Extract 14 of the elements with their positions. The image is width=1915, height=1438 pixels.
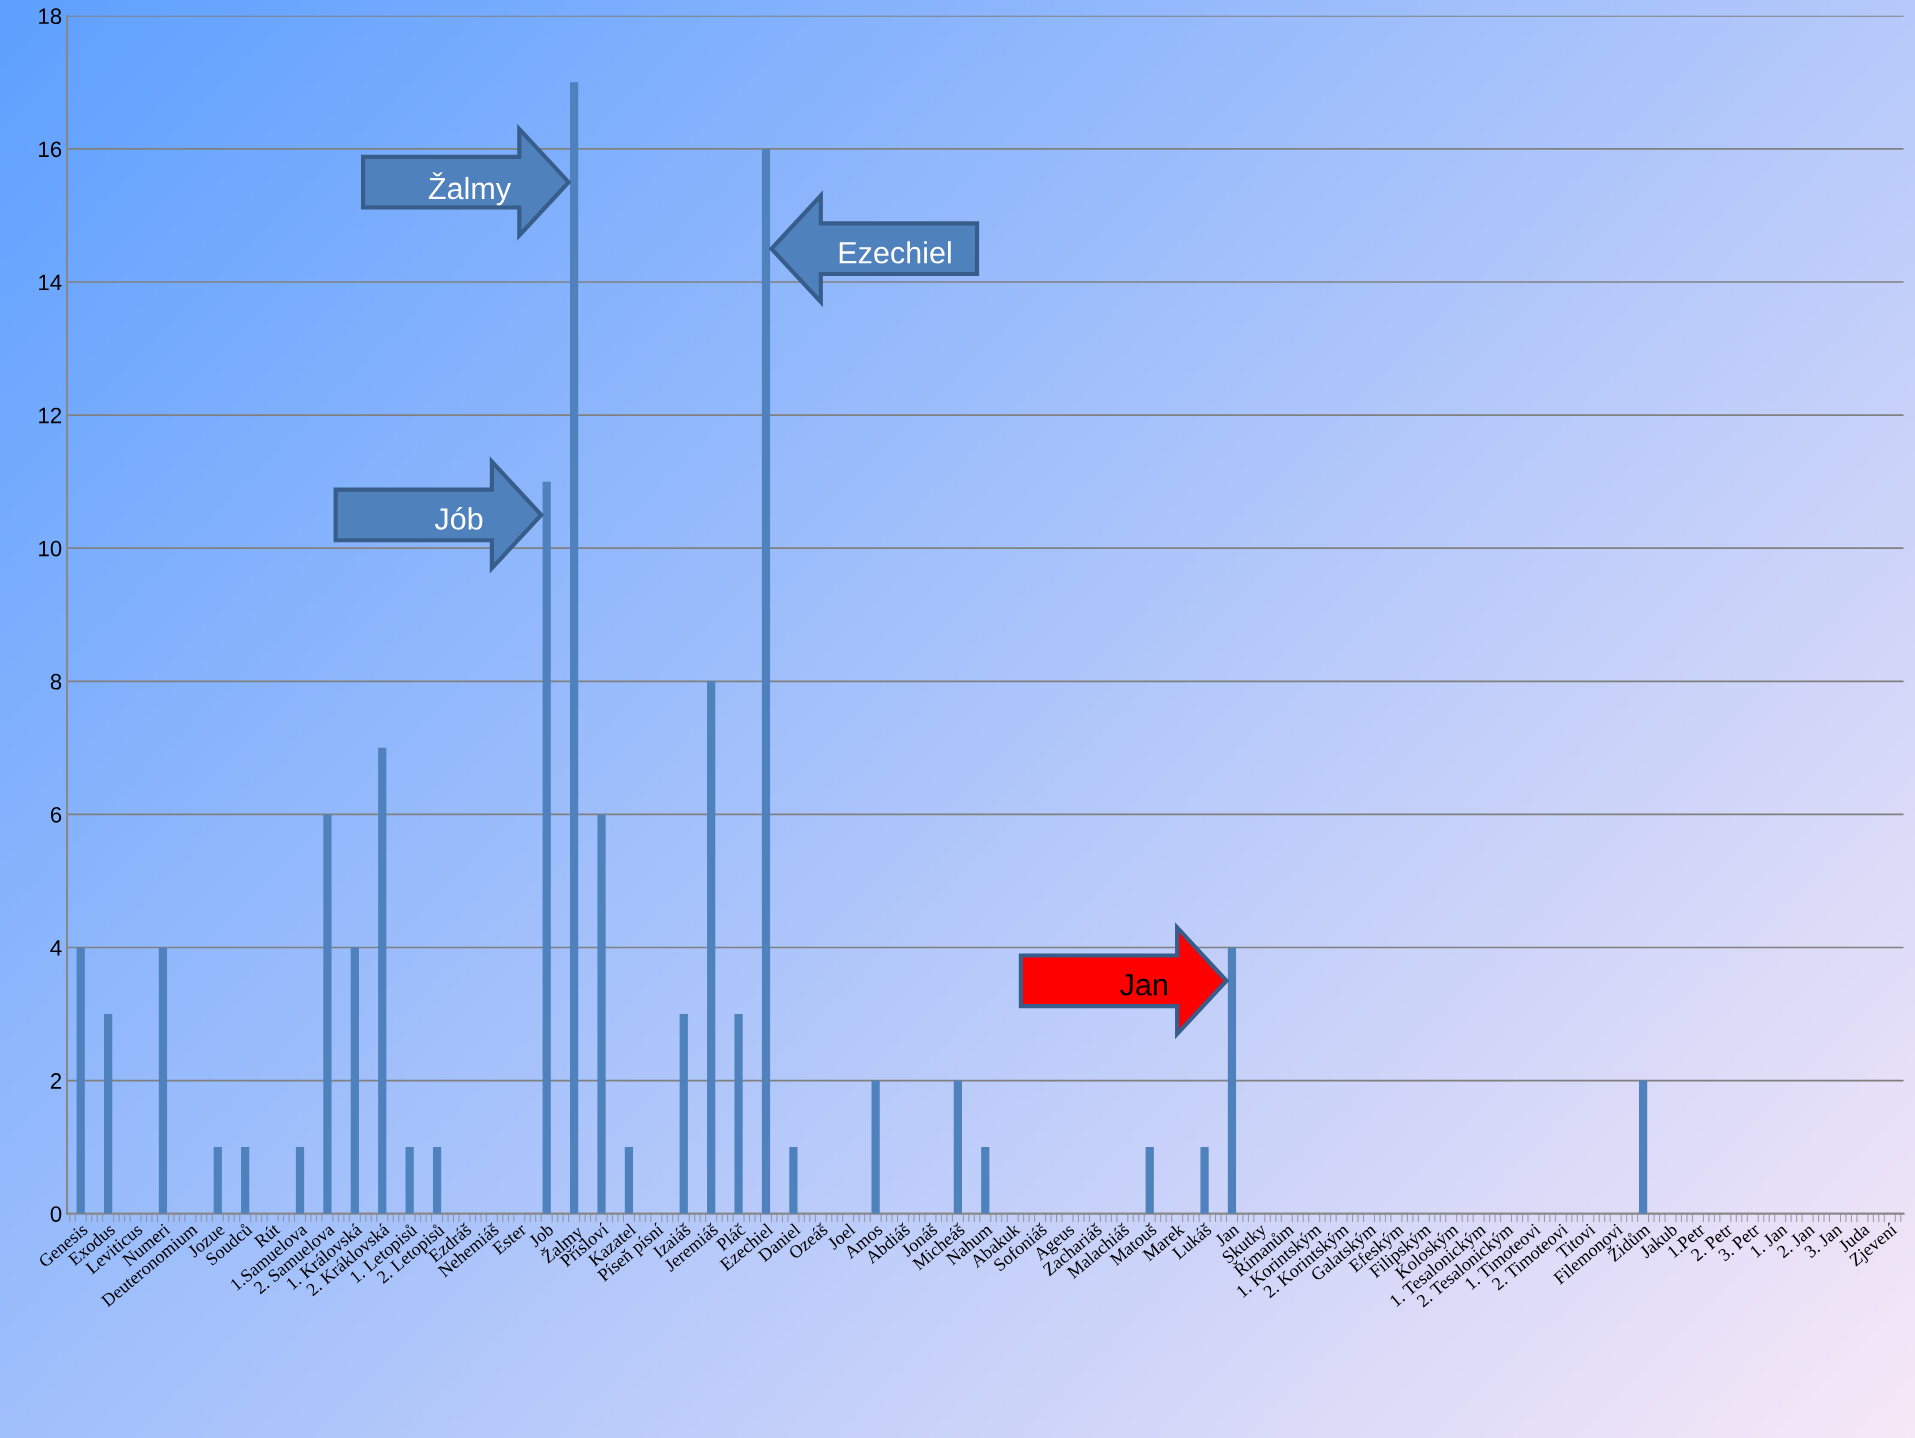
y-tick-label: 8: [50, 673, 62, 690]
y-tick-label: 10: [39, 540, 62, 557]
annotation: Jan: [1120, 974, 1167, 996]
y-tick-label: 16: [39, 141, 62, 158]
annotation: Jób: [434, 506, 483, 530]
y-tick-label: 0: [50, 1206, 62, 1222]
annotation: Ezechiel: [839, 241, 951, 264]
annotation: Žalmy: [428, 172, 512, 206]
y-tick-label: 18: [39, 8, 62, 25]
y-tick-label: 4: [50, 940, 62, 956]
y-tick-label: 14: [39, 274, 62, 291]
y-tick-label: 2: [50, 1073, 62, 1089]
y-tick-label: 12: [39, 407, 62, 424]
y-tick-label: 6: [50, 806, 62, 823]
